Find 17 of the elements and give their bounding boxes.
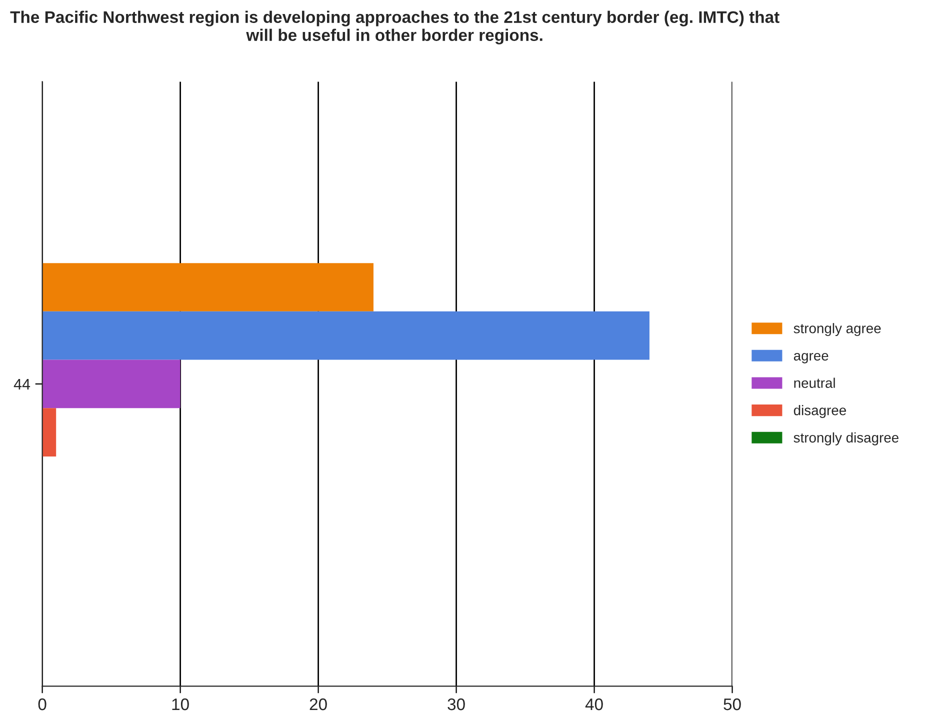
bar	[42, 360, 180, 408]
legend-label: neutral	[794, 378, 835, 388]
legend-label: disagree	[794, 405, 846, 418]
x-tick-label: 30	[448, 698, 465, 710]
x-tick-label: 20	[310, 698, 327, 710]
x-tick-label: 40	[585, 698, 603, 710]
legend-label: strongly disagree	[794, 432, 898, 446]
bar	[42, 408, 56, 456]
bar	[42, 311, 650, 360]
legend-label: agree	[794, 352, 828, 364]
legend-label: strongly agree	[794, 323, 881, 336]
bar	[42, 263, 374, 312]
chart-title: The Pacific Northwest region is developing approaches to the 21st century border (eg. IMTC) that will be useful in other border regions.	[10, 10, 780, 44]
x-tick-label: 10	[172, 698, 189, 710]
y-tick-label: 44	[14, 378, 30, 390]
x-tick-label: 50	[724, 698, 741, 710]
x-tick-label: 0	[38, 698, 46, 710]
